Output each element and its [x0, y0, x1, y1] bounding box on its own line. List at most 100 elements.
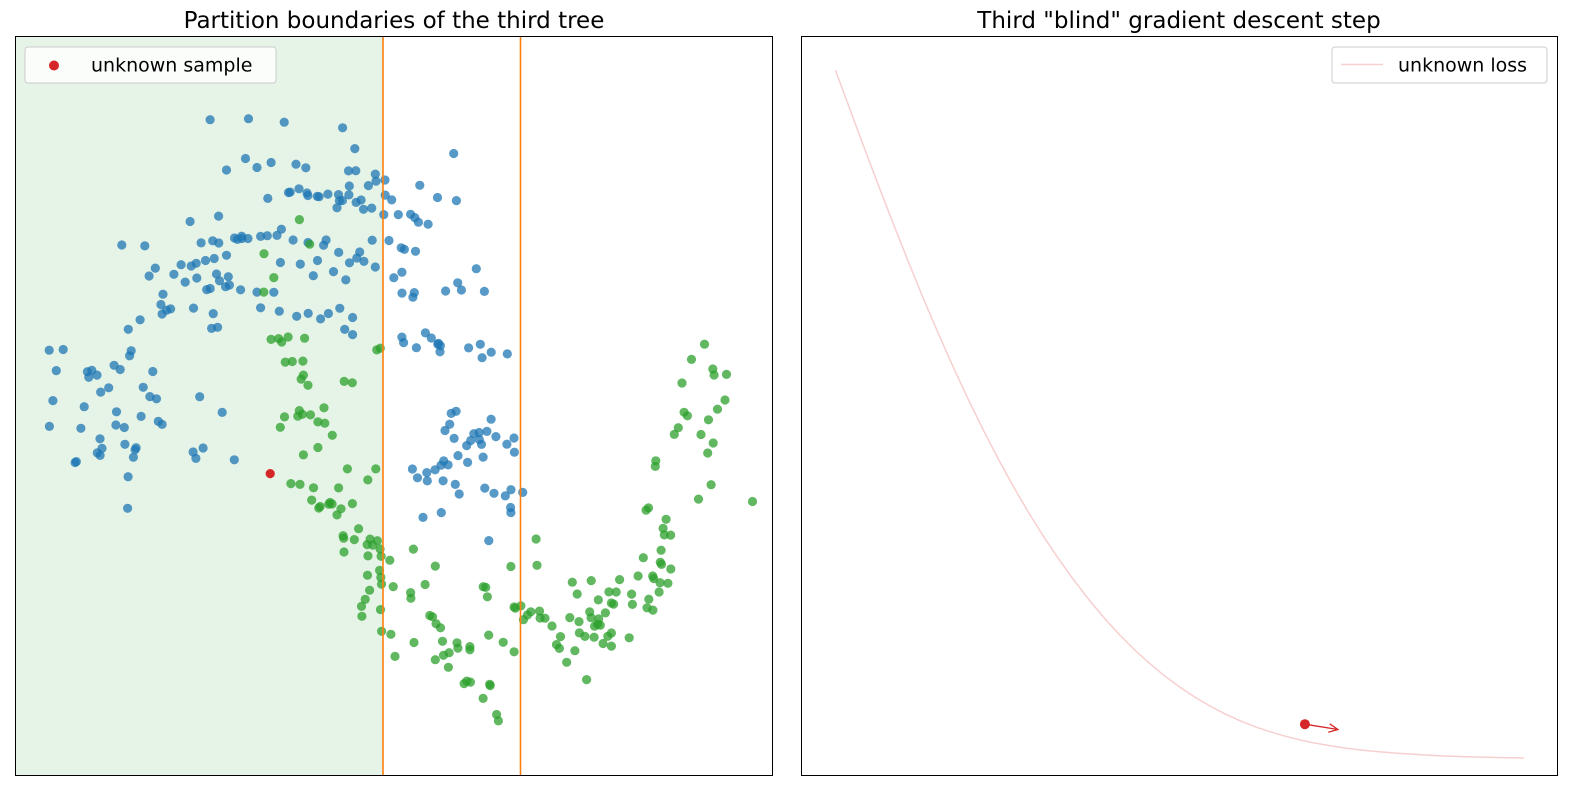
- scatter-point-green: [363, 551, 373, 561]
- scatter-point-blue: [223, 272, 233, 282]
- scatter-point-green: [388, 582, 398, 592]
- scatter-point-blue: [441, 286, 451, 296]
- scatter-point-blue: [214, 238, 224, 248]
- scatter-point-green: [478, 693, 488, 704]
- scatter-point-green: [589, 632, 599, 642]
- scatter-point-blue: [224, 280, 234, 290]
- scatter-point-green: [661, 514, 671, 524]
- scatter-point-blue: [486, 414, 496, 424]
- scatter-point-blue: [128, 452, 138, 462]
- scatter-point-blue: [275, 257, 285, 268]
- scatter-point-blue: [191, 453, 201, 463]
- scatter-point-blue: [418, 512, 428, 523]
- scatter-point-green: [307, 495, 317, 505]
- scatter-point-blue: [338, 123, 348, 133]
- scatter-point-blue: [500, 491, 510, 501]
- scatter-point-green: [535, 613, 545, 623]
- loss-legend: unknown loss: [1331, 46, 1548, 84]
- scatter-point-green: [293, 411, 303, 421]
- scatter-point-green: [600, 608, 611, 618]
- scatter-point-blue: [454, 489, 464, 499]
- scatter-point-blue: [176, 260, 186, 270]
- scatter-point-blue: [352, 253, 362, 263]
- scatter-point-blue: [438, 476, 448, 486]
- scatter-point-blue: [279, 117, 289, 127]
- scatter-point-blue: [301, 163, 311, 173]
- scatter-point-green: [572, 589, 582, 599]
- scatter-point-green: [339, 533, 349, 543]
- scatter-point-blue: [44, 345, 54, 355]
- scatter-point-green: [465, 677, 475, 687]
- scatter-point-green: [606, 628, 617, 638]
- scatter-point-blue: [422, 476, 432, 486]
- scatter-point-blue: [288, 235, 298, 245]
- scatter-point-blue: [269, 287, 279, 297]
- scatter-point-blue: [351, 166, 361, 176]
- scatter-point-green: [666, 564, 676, 574]
- scatter-point-blue: [312, 255, 323, 266]
- scatter-point-blue: [185, 216, 195, 227]
- scatter-point-blue: [477, 353, 487, 363]
- scatter-point-blue: [130, 445, 140, 455]
- scatter-point-blue: [96, 387, 106, 397]
- scatter-point-green: [300, 333, 310, 343]
- scatter-point-blue: [367, 235, 377, 245]
- scatter-point-blue: [449, 148, 459, 159]
- scatter-point-blue: [243, 114, 254, 124]
- scatter-point-blue: [413, 217, 423, 227]
- scatter-point-green: [375, 565, 385, 576]
- scatter-point-blue: [291, 159, 301, 169]
- scatter-point-blue: [196, 238, 206, 248]
- scatter-point-blue: [323, 308, 333, 319]
- scatter-point-blue: [348, 330, 358, 340]
- scatter-point-blue: [509, 447, 519, 457]
- scatter-point-blue: [119, 422, 129, 433]
- scatter-point-blue: [263, 193, 273, 203]
- scatter-point-blue: [232, 234, 243, 244]
- scatter-point-blue: [409, 288, 419, 298]
- scatter-point-blue: [180, 277, 190, 287]
- current-loss-point: [1299, 719, 1310, 730]
- scatter-point-blue: [433, 338, 444, 348]
- scatter-point-blue: [148, 366, 158, 377]
- scatter-point-green: [308, 483, 319, 493]
- scatter-point-green: [642, 603, 652, 613]
- scatter-point-green: [319, 403, 329, 413]
- scatter-point-blue: [344, 190, 354, 200]
- scatter-point-green: [562, 657, 572, 667]
- scatter-point-blue: [449, 433, 459, 443]
- scatter-point-green: [682, 411, 693, 421]
- scatter-point-blue: [410, 246, 421, 256]
- scatter-point-blue: [256, 303, 266, 313]
- scatter-point-green: [627, 589, 637, 599]
- scatter-point-blue: [348, 312, 358, 323]
- scatter-point-blue: [115, 364, 125, 375]
- scatter-point-green: [673, 423, 683, 433]
- scatter-point-green: [277, 337, 287, 347]
- scatter-point-green: [712, 404, 723, 414]
- scatter-point-blue: [316, 314, 326, 324]
- scatter-point-green: [574, 617, 584, 627]
- scatter-point-green: [327, 499, 337, 509]
- scatter-point-blue: [209, 253, 219, 264]
- scatter-point-green: [663, 578, 673, 588]
- scatter-point-blue: [136, 411, 146, 421]
- scatter-point-blue: [506, 485, 516, 495]
- scatter-panel: Partition boundaries of the third tree u…: [15, 8, 773, 776]
- scatter-point-blue: [371, 176, 381, 186]
- scatter-point-green: [696, 429, 706, 440]
- scatter-point-blue: [117, 240, 127, 250]
- scatter-point-green: [420, 579, 430, 590]
- scatter-point-blue: [337, 195, 347, 206]
- scatter-point-blue: [367, 203, 377, 213]
- scatter-point-green: [275, 422, 285, 432]
- scatter-point-blue: [135, 315, 145, 325]
- scatter-point-blue: [506, 507, 516, 518]
- scatter-point-blue: [144, 271, 154, 281]
- scatter-point-green: [532, 560, 542, 570]
- scatter-point-green: [305, 239, 315, 249]
- scatter-point-green: [644, 594, 654, 604]
- scatter-point-blue: [502, 349, 512, 359]
- scatter-point-blue: [312, 191, 322, 201]
- legend-marker-unknown-sample: [49, 60, 59, 71]
